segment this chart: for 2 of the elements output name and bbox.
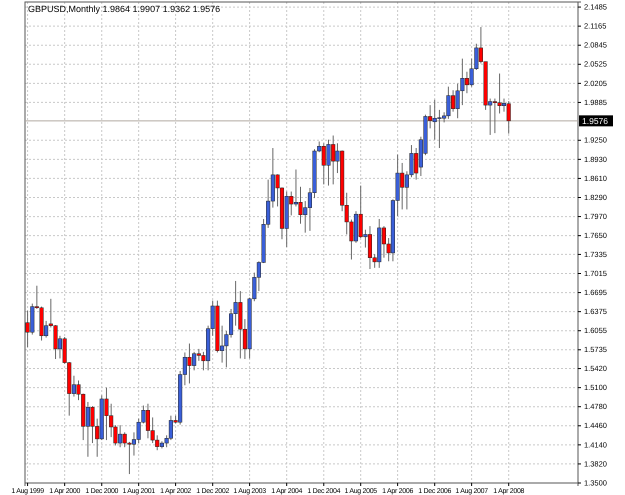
chart-title: GBPUSD,Monthly 1.9864 1.9907 1.9362 1.9576 xyxy=(28,4,220,14)
ref-line-label: 1.9576 xyxy=(582,116,608,126)
